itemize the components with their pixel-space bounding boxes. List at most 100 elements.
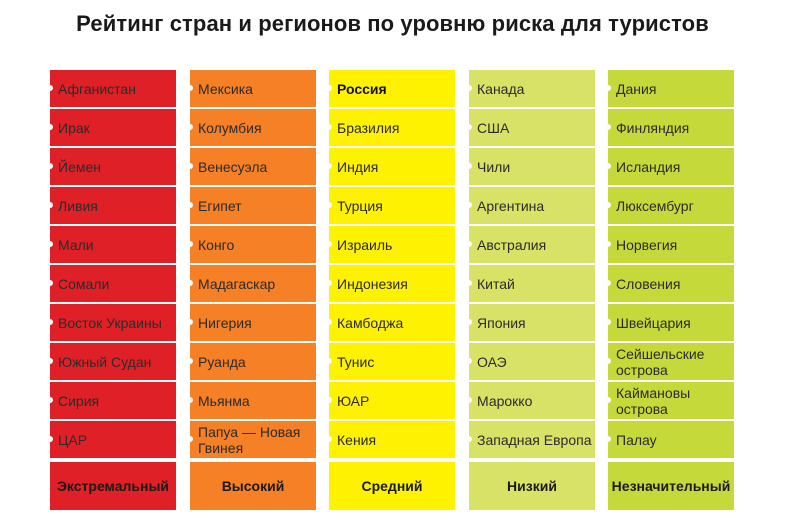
risk-columns: Афганистан Ирак Йемен Ливия Мали Сомали Восток… bbox=[0, 70, 785, 510]
country-name: Южный Судан bbox=[58, 353, 152, 370]
page-title: Рейтинг стран и регионов по уровню риска… bbox=[76, 11, 709, 36]
country-cell: Словения bbox=[605, 265, 734, 302]
country-name: Мьянма bbox=[198, 392, 250, 409]
bullet-dot bbox=[47, 319, 53, 325]
country-name: Ирак bbox=[58, 119, 90, 136]
country-name: Австралия bbox=[477, 236, 547, 253]
bullet-dot bbox=[326, 319, 332, 325]
bullet-dot bbox=[605, 163, 611, 169]
country-cell: Мьянма bbox=[187, 382, 316, 419]
country-cell: Чили bbox=[466, 148, 595, 185]
country-cell: Тунис bbox=[326, 343, 455, 380]
bullet-dot bbox=[47, 280, 53, 286]
risk-level-label: Низкий bbox=[469, 462, 595, 510]
country-cell: Колумбия bbox=[187, 109, 316, 146]
bullet-dot bbox=[47, 124, 53, 130]
country-cell: Папуа — Новая Гвинея bbox=[187, 421, 316, 458]
bullet-dot bbox=[187, 85, 193, 91]
bullet-dot bbox=[605, 397, 611, 403]
country-name: Папуа — Новая Гвинея bbox=[198, 423, 301, 456]
risk-column-negligible: Дания Финляндия Исландия Люксембург Норвегия… bbox=[605, 70, 734, 510]
country-cell: Египет bbox=[187, 187, 316, 224]
country-name: Венесуэла bbox=[198, 158, 268, 175]
country-name: Камбоджа bbox=[337, 314, 404, 331]
country-cell: Ливия bbox=[47, 187, 176, 224]
bullet-dot bbox=[187, 241, 193, 247]
country-name: Бразилия bbox=[337, 119, 400, 136]
country-name: Ливия bbox=[58, 197, 98, 214]
bullet-dot bbox=[605, 280, 611, 286]
bullet-dot bbox=[466, 124, 472, 130]
bullet-dot bbox=[466, 280, 472, 286]
bullet-dot bbox=[326, 202, 332, 208]
country-name: Сомали bbox=[58, 275, 110, 292]
country-name: Россия bbox=[337, 80, 387, 97]
country-cell: Финляндия bbox=[605, 109, 734, 146]
country-cell: Восток Украины bbox=[47, 304, 176, 341]
country-cell: ОАЭ bbox=[466, 343, 595, 380]
country-name: Швейцария bbox=[616, 314, 691, 331]
country-cell: Сирия bbox=[47, 382, 176, 419]
country-name: Чили bbox=[477, 158, 511, 175]
bullet-dot bbox=[466, 358, 472, 364]
bullet-dot bbox=[187, 202, 193, 208]
country-cell: Исландия bbox=[605, 148, 734, 185]
bullet-dot bbox=[47, 163, 53, 169]
country-name: Китай bbox=[477, 275, 515, 292]
country-cell: Сейшельские острова bbox=[605, 343, 734, 380]
country-cell: Палау bbox=[605, 421, 734, 458]
bullet-dot bbox=[466, 397, 472, 403]
bullet-dot bbox=[47, 397, 53, 403]
country-cell: Марокко bbox=[466, 382, 595, 419]
country-name: Конго bbox=[198, 236, 235, 253]
bullet-dot bbox=[605, 358, 611, 364]
country-name: Норвегия bbox=[616, 236, 678, 253]
country-cell: Швейцария bbox=[605, 304, 734, 341]
country-name: Канада bbox=[477, 80, 525, 97]
bullet-dot bbox=[466, 85, 472, 91]
country-name: Мексика bbox=[198, 80, 253, 97]
bullet-dot bbox=[466, 319, 472, 325]
country-name: Мали bbox=[58, 236, 94, 253]
country-name: Восток Украины bbox=[58, 314, 162, 331]
country-cell: Индия bbox=[326, 148, 455, 185]
bullet-dot bbox=[187, 358, 193, 364]
country-name: Нигерия bbox=[198, 314, 252, 331]
country-cell: Австралия bbox=[466, 226, 595, 263]
country-name: Аргентина bbox=[477, 197, 545, 214]
country-cell: Турция bbox=[326, 187, 455, 224]
bullet-dot bbox=[47, 436, 53, 442]
country-name: Сирия bbox=[58, 392, 100, 409]
country-name: Йемен bbox=[58, 158, 101, 175]
bullet-dot bbox=[605, 319, 611, 325]
country-cell: Индонезия bbox=[326, 265, 455, 302]
country-name: Западная Европа bbox=[477, 431, 592, 448]
country-name: Кения bbox=[337, 431, 377, 448]
bullet-dot bbox=[326, 124, 332, 130]
country-name: ОАЭ bbox=[477, 353, 507, 370]
country-name: Турция bbox=[337, 197, 383, 214]
country-cell: Мадагаскар bbox=[187, 265, 316, 302]
country-cell: Мексика bbox=[187, 70, 316, 107]
bullet-dot bbox=[466, 241, 472, 247]
bullet-dot bbox=[326, 358, 332, 364]
bullet-dot bbox=[47, 85, 53, 91]
bullet-dot bbox=[605, 85, 611, 91]
country-name: Израиль bbox=[337, 236, 393, 253]
country-name: Индия bbox=[337, 158, 379, 175]
country-name: Словения bbox=[616, 275, 681, 292]
country-cell: Бразилия bbox=[326, 109, 455, 146]
country-cell: Израиль bbox=[326, 226, 455, 263]
country-cell: Конго bbox=[187, 226, 316, 263]
risk-level-label: Незначительный bbox=[608, 462, 734, 510]
country-name: ЮАР bbox=[337, 392, 370, 409]
country-cell: Сомали bbox=[47, 265, 176, 302]
country-cell: Кения bbox=[326, 421, 455, 458]
bullet-dot bbox=[187, 124, 193, 130]
bullet-dot bbox=[326, 241, 332, 247]
risk-column-extreme: Афганистан Ирак Йемен Ливия Мали Сомали Восток… bbox=[47, 70, 176, 510]
country-cell: Япония bbox=[466, 304, 595, 341]
country-cell: Дания bbox=[605, 70, 734, 107]
bullet-dot bbox=[326, 280, 332, 286]
country-name: Марокко bbox=[477, 392, 533, 409]
